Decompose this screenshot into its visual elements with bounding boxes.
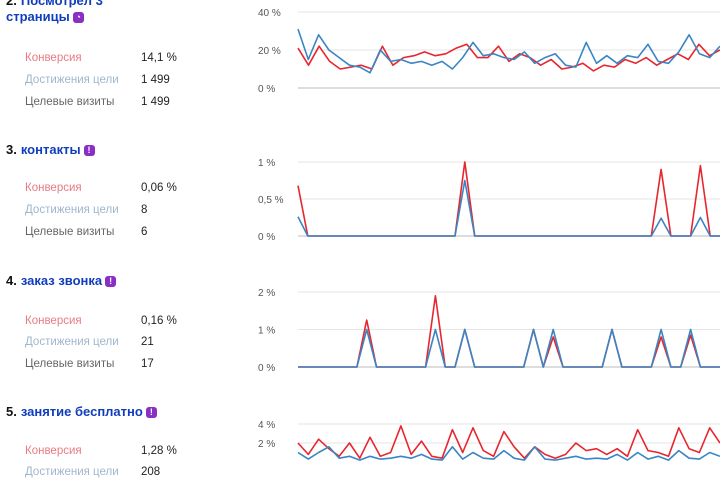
goal-title[interactable]: 4. заказ звонка! bbox=[6, 273, 117, 289]
conversion-series-line bbox=[297, 43, 720, 72]
visits-value: 6 bbox=[141, 226, 148, 238]
goal-number: 2. bbox=[6, 0, 17, 8]
conversion-value: 1,28 % bbox=[141, 445, 177, 457]
goal-title[interactable]: 2. Посмотрел 3 страницы ◔ bbox=[6, 0, 103, 25]
visits-series-line bbox=[297, 445, 720, 461]
achievements-label: Достижения цели bbox=[25, 466, 119, 478]
goal-badge-icon[interactable]: ! bbox=[145, 407, 157, 418]
goal-title-line2: страницы bbox=[6, 9, 70, 24]
goal-badge-icon[interactable]: ◔ bbox=[72, 12, 84, 23]
visits-series-line bbox=[297, 179, 720, 237]
conversion-series-line bbox=[297, 425, 720, 460]
conversion-value: 0,06 % bbox=[141, 182, 177, 194]
conversion-label: Конверсия bbox=[25, 315, 82, 327]
visits-series-line bbox=[298, 328, 720, 368]
visits-label: Целевые визиты bbox=[25, 358, 115, 370]
conversion-series-line bbox=[298, 295, 720, 368]
achievements-label: Достижения цели bbox=[25, 74, 119, 86]
y-tick-label: 1 % bbox=[258, 158, 275, 169]
goal-title-line1: Посмотрел 3 bbox=[20, 0, 103, 8]
y-tick-label: 20 % bbox=[258, 46, 281, 57]
goal-title-line1: контакты bbox=[20, 142, 81, 157]
visits-value: 1 499 bbox=[141, 96, 170, 108]
y-tick-label: 2 % bbox=[258, 288, 275, 299]
achievements-value: 21 bbox=[141, 336, 154, 348]
goal-number: 4. bbox=[6, 273, 17, 288]
y-tick-label: 0 % bbox=[258, 84, 275, 95]
goal-title[interactable]: 5. занятие бесплатно! bbox=[6, 404, 157, 420]
conversion-value: 14,1 % bbox=[141, 52, 177, 64]
goal-4-chart: 2 % 1 % 0 % bbox=[258, 288, 720, 374]
conversion-label: Конверсия bbox=[25, 445, 82, 457]
visits-label: Целевые визиты bbox=[25, 226, 115, 238]
goal-number: 5. bbox=[6, 404, 17, 419]
achievements-value: 208 bbox=[141, 466, 161, 478]
y-tick-label: 4 % bbox=[258, 420, 275, 431]
achievements-value: 1 499 bbox=[141, 74, 170, 86]
goal-title-line1: заказ звонка bbox=[20, 273, 103, 288]
achievements-label: Достижения цели bbox=[25, 204, 119, 216]
y-tick-label: 0,5 % bbox=[258, 195, 284, 206]
y-tick-label: 40 % bbox=[258, 8, 281, 19]
achievements-value: 8 bbox=[141, 204, 148, 216]
goal-block-3: 3. контакты! Конверсия 0,06 % Достижения … bbox=[0, 142, 720, 252]
conversion-label: Конверсия bbox=[25, 52, 82, 64]
goal-number: 3. bbox=[6, 142, 17, 157]
y-tick-label: 0 % bbox=[258, 232, 275, 243]
visits-value: 17 bbox=[141, 358, 154, 370]
y-tick-label: 0 % bbox=[258, 363, 275, 374]
conversion-value: 0,16 % bbox=[141, 315, 177, 327]
goal-3-chart: 1 % 0,5 % 0 % bbox=[258, 158, 720, 243]
y-tick-label: 2 % bbox=[258, 439, 275, 450]
goal-badge-icon[interactable]: ! bbox=[83, 145, 95, 156]
goal-block-2: 2. Посмотрел 3 страницы ◔ Конверсия 14,1 %… bbox=[0, 0, 720, 120]
visits-series-line bbox=[297, 28, 720, 74]
goal-block-5: 5. занятие бесплатно! Конверсия 1,28 % До… bbox=[0, 404, 720, 480]
visits-label: Целевые визиты bbox=[25, 96, 115, 108]
goal-5-chart: 4 % 2 % bbox=[258, 420, 720, 461]
goal-title-line1: занятие бесплатно bbox=[20, 404, 143, 419]
y-tick-label: 1 % bbox=[258, 326, 275, 337]
goal-block-4: 4. заказ звонка! Конверсия 0,16 % Достиже… bbox=[0, 273, 720, 383]
conversion-label: Конверсия bbox=[25, 182, 82, 194]
goal-title[interactable]: 3. контакты! bbox=[6, 142, 95, 158]
goal-badge-icon[interactable]: ! bbox=[105, 276, 117, 287]
goal-2-chart: 40 % 20 % 0 % bbox=[258, 8, 720, 95]
achievements-label: Достижения цели bbox=[25, 336, 119, 348]
